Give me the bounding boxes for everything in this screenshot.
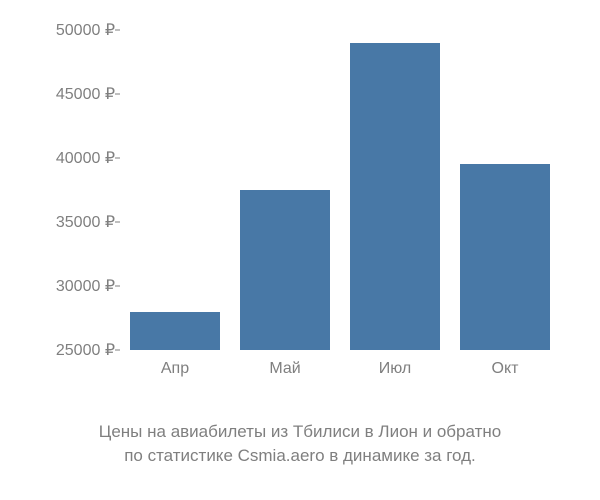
plot-area: [120, 30, 560, 350]
y-tick-label: 30000 ₽: [20, 276, 115, 296]
y-tick-label: 50000 ₽: [20, 20, 115, 40]
y-tick-label: 40000 ₽: [20, 148, 115, 168]
x-tick-label: Окт: [492, 360, 519, 378]
caption-line-2: по статистике Csmia.aero в динамике за г…: [124, 446, 476, 465]
x-tick-label: Апр: [161, 360, 189, 378]
x-tick-label: Июл: [379, 360, 411, 378]
bar: [460, 164, 550, 350]
price-chart: 25000 ₽ 30000 ₽ 35000 ₽ 40000 ₽ 45000 ₽ 50000…: [20, 20, 580, 400]
caption-line-1: Цены на авиабилеты из Тбилиси в Лион и о…: [99, 422, 501, 441]
y-tick-label: 45000 ₽: [20, 84, 115, 104]
bar: [240, 190, 330, 350]
chart-caption: Цены на авиабилеты из Тбилиси в Лион и о…: [0, 420, 600, 468]
bar: [130, 312, 220, 350]
x-tick-label: Май: [269, 360, 300, 378]
bar: [350, 43, 440, 350]
y-tick-label: 35000 ₽: [20, 212, 115, 232]
y-tick-label: 25000 ₽: [20, 340, 115, 360]
